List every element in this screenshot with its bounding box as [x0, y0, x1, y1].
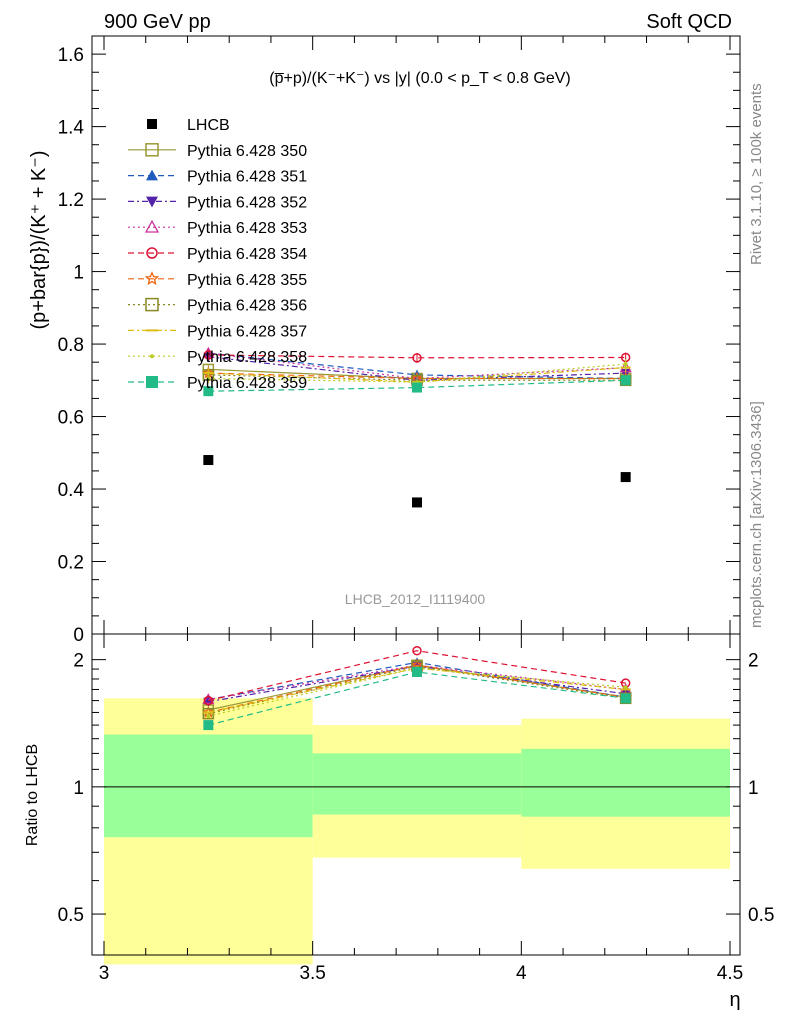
- y-tick-label: 0.4: [58, 480, 85, 501]
- legend: LHCB Pythia 6.428 350 Pythia 6.428 351 Pyth…: [128, 117, 307, 392]
- ratio-y-tick-label-right: 1: [748, 778, 759, 799]
- y-tick-label: 1.6: [58, 45, 84, 66]
- x-axis-label: η: [729, 989, 740, 1011]
- uncertainty-band-inner: [312, 753, 522, 815]
- y-tick-label: 0: [73, 625, 84, 646]
- legend-item-350: Pythia 6.428 350: [128, 143, 307, 160]
- data-point: [623, 361, 628, 366]
- header-left: 900 GeV pp: [104, 11, 211, 33]
- legend-marker: [146, 376, 158, 388]
- main-panel-axes: 0 0.2 0.4 0.6 0.8 1 1.2 1.4 1.6: [58, 35, 741, 646]
- legend-item-356: Pythia 6.428 356: [128, 298, 307, 315]
- legend-label: Pythia 6.428 356: [187, 298, 307, 315]
- ratio-point: [202, 707, 215, 720]
- legend-label: Pythia 6.428 358: [187, 349, 307, 366]
- mcplots-text: mcplots.cern.ch [arXiv:1306.3436]: [748, 401, 765, 628]
- reference-point: [203, 455, 214, 466]
- ratio-point: [412, 666, 422, 677]
- watermark: LHCB_2012_I1119400: [345, 591, 486, 607]
- legend-item-354: Pythia 6.428 354: [128, 246, 307, 263]
- legend-marker: [144, 219, 160, 233]
- x-tick-label: 3: [99, 963, 110, 984]
- header-right: Soft QCD: [646, 11, 732, 33]
- data-point: [206, 376, 211, 381]
- legend-item-lhcb: LHCB: [147, 117, 230, 134]
- y-tick-label: 1.2: [58, 190, 84, 211]
- data-point: [203, 386, 214, 397]
- legend-item-351: Pythia 6.428 351: [128, 169, 307, 186]
- reference-point: [412, 497, 422, 508]
- data-point: [620, 375, 631, 386]
- ratio-panel-axes: 0.5 0.5 1 1 2 2 3 3.5 4 4.5: [58, 633, 774, 984]
- ratio-line: [208, 650, 626, 702]
- data-point: [412, 382, 422, 393]
- ratio-y-axis-label: Ratio to LHCB: [24, 744, 41, 846]
- legend-label: Pythia 6.428 359: [187, 375, 307, 392]
- legend-marker: [146, 169, 158, 181]
- y-tick-label: 0.6: [58, 408, 84, 429]
- legend-item-352: Pythia 6.428 352: [128, 194, 307, 211]
- data-point: [203, 350, 214, 360]
- y-tick-label: 0.2: [58, 553, 84, 574]
- legend-marker: [146, 196, 158, 208]
- ratio-line: [208, 664, 626, 713]
- legend-item-358: Pythia 6.428 358: [128, 349, 307, 366]
- legend-label: Pythia 6.428 351: [187, 169, 307, 186]
- reference-point: [620, 472, 631, 483]
- rivet-version-text: Rivet 3.1.10, ≥ 100k events: [748, 83, 765, 265]
- legend-label: Pythia 6.428 353: [187, 220, 307, 237]
- legend-label: LHCB: [187, 117, 230, 134]
- y-tick-label: 1.4: [58, 118, 85, 139]
- ratio-frame: [91, 633, 741, 956]
- y-tick-label: 1: [73, 263, 84, 284]
- legend-item-353: Pythia 6.428 353: [128, 219, 307, 237]
- data-point: [412, 353, 422, 363]
- reference-data: [203, 455, 631, 508]
- legend-marker: [144, 271, 160, 286]
- legend-label: Pythia 6.428 354: [187, 246, 307, 263]
- legend-item-357: Pythia 6.428 357: [128, 323, 307, 340]
- series-359: [203, 375, 631, 397]
- legend-label: Pythia 6.428 350: [187, 143, 307, 160]
- ratio-point: [206, 714, 211, 719]
- main-y-axis-label: (p+bar{p})/(K⁺ + K⁻): [28, 151, 50, 330]
- ratio-panel-bands: [92, 634, 740, 965]
- uncertainty-band-inner: [104, 734, 313, 838]
- ratio-line: [208, 667, 626, 717]
- y-tick-label: 0.8: [58, 335, 84, 356]
- x-tick-label: 3.5: [299, 963, 325, 984]
- ratio-point: [620, 693, 631, 704]
- legend-item-359: Pythia 6.428 359: [128, 375, 307, 392]
- ratio-panel-series: [201, 645, 633, 731]
- ratio-y-tick-label: 0.5: [58, 905, 84, 926]
- legend-marker: [146, 247, 158, 259]
- legend-label: Pythia 6.428 357: [187, 323, 307, 340]
- ratio-y-tick-label: 2: [73, 651, 84, 672]
- legend-label: Pythia 6.428 355: [187, 272, 307, 289]
- legend-marker: [145, 297, 159, 312]
- legend-item-355: Pythia 6.428 355: [128, 271, 307, 289]
- legend-marker: [147, 119, 157, 129]
- x-tick-label: 4: [516, 963, 527, 984]
- uncertainty-band-inner: [521, 748, 730, 817]
- legend-label: Pythia 6.428 352: [187, 194, 307, 211]
- legend-marker: [145, 143, 159, 157]
- main-panel-series: [201, 346, 633, 397]
- ratio-y-tick-label-right: 2: [748, 651, 759, 672]
- main-plot-area: [92, 36, 740, 634]
- ratio-point: [412, 645, 422, 656]
- x-tick-label: 4.5: [717, 963, 743, 984]
- ratio-point: [203, 720, 214, 731]
- main-title: (p̅+p)/(K⁻+K⁻) vs |y| (0.0 < p_T < 0.8 G…: [269, 70, 570, 87]
- ratio-point: [623, 685, 628, 690]
- main-panel-background: [92, 36, 740, 634]
- ratio-y-tick-label: 1: [73, 778, 84, 799]
- ratio-point: [203, 695, 214, 706]
- ratio-point: [202, 693, 215, 705]
- ratio-series-359: [203, 666, 631, 731]
- legend-marker: [150, 354, 154, 359]
- ratio-y-tick-label-right: 0.5: [748, 905, 774, 926]
